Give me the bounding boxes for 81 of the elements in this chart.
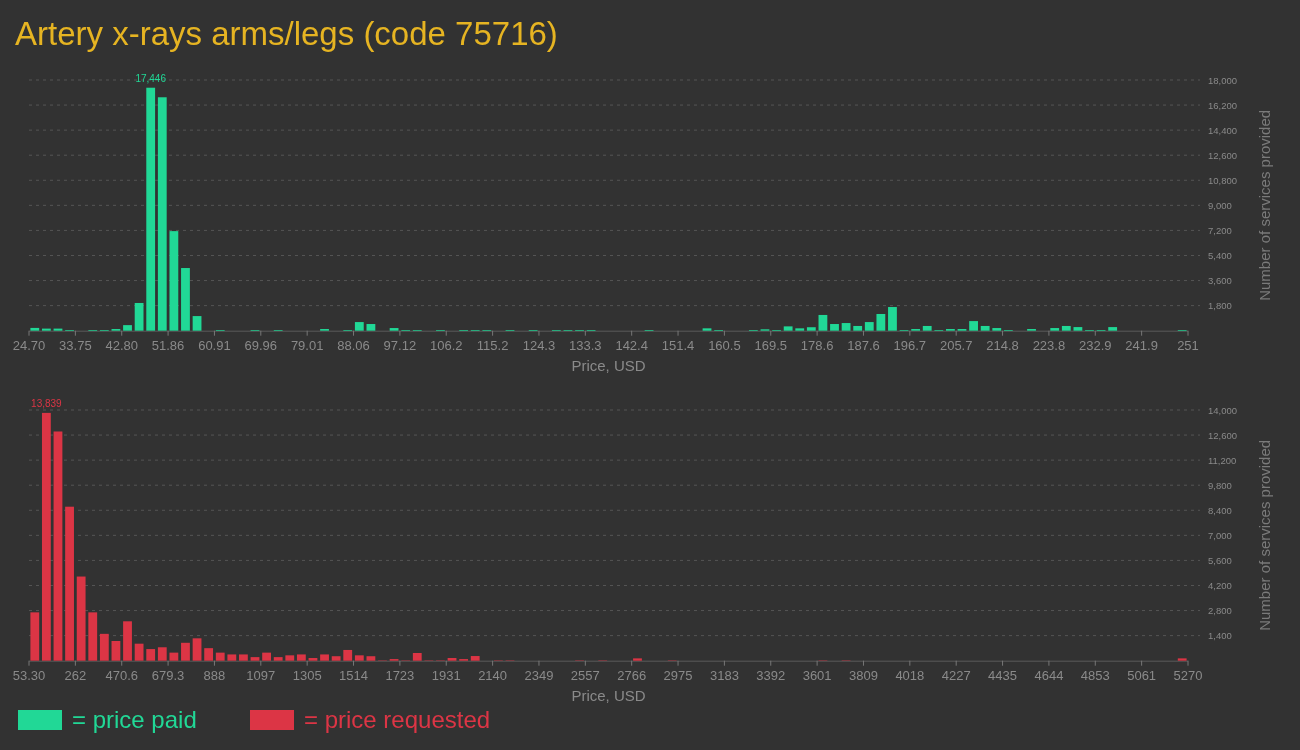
y-tick-label: 2,800 (1208, 605, 1232, 617)
x-tick-label: 69.96 (244, 337, 278, 353)
x-tick-label: 4227 (941, 667, 971, 683)
x-tick-label: 4853 (1080, 667, 1110, 683)
x-tick-label: 160.5 (708, 337, 741, 353)
x-tick-label: 42.80 (105, 337, 138, 353)
y-tick-label: 11,200 (1208, 454, 1237, 466)
x-tick-label: 5061 (1127, 667, 1157, 683)
x-tick-label: 60.91 (198, 337, 231, 353)
x-tick-label: 5270 (1173, 667, 1203, 683)
x-tick-label: 2766 (617, 667, 647, 683)
y-tick-label: 3,600 (1208, 275, 1232, 287)
x-tick-label: 142.4 (615, 337, 648, 353)
x-tick-label: 1097 (246, 667, 276, 683)
legend-label: = price paid (72, 706, 197, 733)
y-tick-label: 1,400 (1208, 630, 1232, 642)
data-label: 17,446 (135, 72, 167, 84)
x-tick-label: 3601 (802, 667, 832, 683)
x-tick-label: 178.6 (800, 337, 834, 353)
x-tick-label: 3392 (756, 667, 786, 683)
x-tick-label: 24.70 (12, 337, 46, 353)
y-tick-label: 1,800 (1208, 300, 1232, 312)
x-tick-label: 1931 (431, 667, 461, 683)
x-tick-label: 4435 (988, 667, 1018, 683)
y-tick-label: 18,000 (1208, 74, 1238, 86)
x-tick-label: 196.7 (893, 337, 927, 353)
x-tick-label: 2349 (524, 667, 554, 683)
y-tick-label: 16,200 (1208, 99, 1238, 111)
x-tick-label: 3183 (709, 667, 739, 683)
x-tick-label: 1514 (339, 667, 368, 683)
x-tick-label: 262 (64, 667, 87, 683)
x-tick-label: 1305 (292, 667, 322, 683)
y-tick-label: 8,400 (1208, 504, 1232, 516)
x-tick-label: 251 (1177, 337, 1199, 353)
x-tick-label: 151.4 (661, 337, 695, 353)
x-tick-label: 33.75 (59, 337, 92, 353)
data-label: 13,839 (31, 397, 63, 409)
x-tick-label: 223.8 (1032, 337, 1066, 353)
x-tick-label: 187.6 (847, 337, 880, 353)
x-tick-label: 888 (203, 667, 226, 683)
x-axis-title: Price, USD (571, 686, 646, 704)
x-tick-label: 2140 (478, 667, 508, 683)
legend-label: = price requested (304, 706, 491, 733)
y-tick-label: 12,600 (1208, 429, 1238, 441)
y-tick-label: 9,800 (1208, 479, 1232, 491)
y-tick-label: 5,600 (1208, 554, 1232, 566)
x-tick-label: 470.6 (105, 667, 138, 683)
x-tick-label: 124.3 (522, 337, 556, 353)
y-tick-label: 5,400 (1208, 249, 1232, 261)
y-tick-label: 14,400 (1208, 124, 1238, 136)
x-tick-label: 53.30 (12, 667, 46, 683)
y-tick-label: 9,000 (1208, 199, 1232, 211)
x-tick-label: 4018 (895, 667, 925, 683)
y-tick-label: 10,800 (1208, 174, 1238, 186)
x-tick-label: 1723 (385, 667, 415, 683)
y-tick-label: 7,000 (1208, 529, 1232, 541)
x-axis-title: Price, USD (571, 356, 646, 374)
x-tick-label: 232.9 (1079, 337, 1112, 353)
x-tick-label: 133.3 (569, 337, 602, 353)
x-tick-label: 205.7 (939, 337, 973, 353)
x-tick-label: 241.9 (1125, 337, 1158, 353)
y-axis-title: Number of services provided (1256, 109, 1273, 301)
x-tick-label: 79.01 (290, 337, 324, 353)
x-tick-label: 2557 (570, 667, 600, 683)
x-tick-label: 214.8 (986, 337, 1019, 353)
y-axis-title: Number of services provided (1256, 439, 1273, 631)
y-tick-label: 4,200 (1208, 579, 1232, 591)
x-tick-label: 2975 (663, 667, 693, 683)
chart-title: Artery x-rays arms/legs (code 75716) (15, 15, 558, 52)
x-tick-label: 169.5 (754, 337, 788, 353)
y-tick-label: 14,000 (1208, 404, 1238, 416)
x-tick-label: 115.2 (476, 337, 509, 353)
y-tick-label: 7,200 (1208, 224, 1232, 236)
x-tick-label: 97.12 (383, 337, 417, 353)
x-tick-label: 88.06 (337, 337, 370, 353)
x-tick-label: 51.86 (151, 337, 185, 353)
x-tick-label: 3809 (849, 667, 878, 683)
x-tick-label: 679.3 (151, 667, 185, 683)
y-tick-label: 12,600 (1208, 149, 1238, 161)
x-tick-label: 106.2 (429, 337, 463, 353)
x-tick-label: 4644 (1034, 667, 1064, 683)
